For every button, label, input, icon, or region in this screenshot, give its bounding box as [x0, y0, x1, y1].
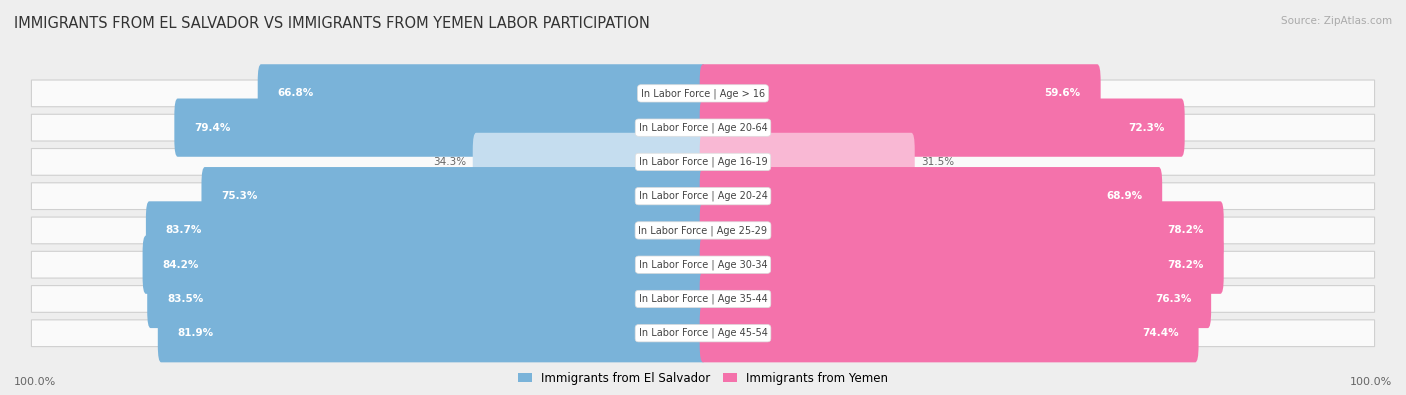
FancyBboxPatch shape: [31, 80, 1375, 107]
Text: 72.3%: 72.3%: [1129, 122, 1164, 133]
FancyBboxPatch shape: [700, 64, 1101, 122]
Text: 83.7%: 83.7%: [166, 226, 202, 235]
FancyBboxPatch shape: [201, 167, 706, 225]
Text: 31.5%: 31.5%: [921, 157, 955, 167]
FancyBboxPatch shape: [31, 149, 1375, 175]
Text: IMMIGRANTS FROM EL SALVADOR VS IMMIGRANTS FROM YEMEN LABOR PARTICIPATION: IMMIGRANTS FROM EL SALVADOR VS IMMIGRANT…: [14, 16, 650, 31]
FancyBboxPatch shape: [700, 201, 1223, 260]
Text: In Labor Force | Age > 16: In Labor Force | Age > 16: [641, 88, 765, 99]
Text: 100.0%: 100.0%: [14, 377, 56, 387]
FancyBboxPatch shape: [174, 98, 706, 157]
FancyBboxPatch shape: [142, 235, 706, 294]
Text: In Labor Force | Age 45-54: In Labor Force | Age 45-54: [638, 328, 768, 339]
FancyBboxPatch shape: [700, 167, 1163, 225]
FancyBboxPatch shape: [146, 201, 706, 260]
Text: 78.2%: 78.2%: [1167, 226, 1204, 235]
FancyBboxPatch shape: [31, 114, 1375, 141]
Text: 68.9%: 68.9%: [1107, 191, 1142, 201]
FancyBboxPatch shape: [31, 183, 1375, 209]
FancyBboxPatch shape: [700, 304, 1198, 362]
FancyBboxPatch shape: [472, 133, 706, 191]
FancyBboxPatch shape: [31, 320, 1375, 346]
Text: In Labor Force | Age 16-19: In Labor Force | Age 16-19: [638, 157, 768, 167]
FancyBboxPatch shape: [31, 217, 1375, 244]
Text: 59.6%: 59.6%: [1045, 88, 1081, 98]
Text: In Labor Force | Age 35-44: In Labor Force | Age 35-44: [638, 294, 768, 304]
Text: In Labor Force | Age 25-29: In Labor Force | Age 25-29: [638, 225, 768, 236]
Text: Source: ZipAtlas.com: Source: ZipAtlas.com: [1281, 16, 1392, 26]
FancyBboxPatch shape: [257, 64, 706, 122]
Text: 76.3%: 76.3%: [1154, 294, 1191, 304]
FancyBboxPatch shape: [157, 304, 706, 362]
Text: 78.2%: 78.2%: [1167, 260, 1204, 270]
FancyBboxPatch shape: [31, 251, 1375, 278]
Text: 84.2%: 84.2%: [163, 260, 198, 270]
FancyBboxPatch shape: [148, 270, 706, 328]
FancyBboxPatch shape: [700, 235, 1223, 294]
Text: 81.9%: 81.9%: [177, 328, 214, 338]
Text: In Labor Force | Age 30-34: In Labor Force | Age 30-34: [638, 260, 768, 270]
Text: 66.8%: 66.8%: [277, 88, 314, 98]
Text: 83.5%: 83.5%: [167, 294, 204, 304]
Text: In Labor Force | Age 20-64: In Labor Force | Age 20-64: [638, 122, 768, 133]
Legend: Immigrants from El Salvador, Immigrants from Yemen: Immigrants from El Salvador, Immigrants …: [513, 367, 893, 389]
FancyBboxPatch shape: [31, 286, 1375, 312]
FancyBboxPatch shape: [700, 270, 1211, 328]
Text: 34.3%: 34.3%: [433, 157, 467, 167]
Text: 75.3%: 75.3%: [221, 191, 257, 201]
FancyBboxPatch shape: [700, 98, 1185, 157]
Text: 74.4%: 74.4%: [1142, 328, 1178, 338]
FancyBboxPatch shape: [700, 133, 915, 191]
Text: 100.0%: 100.0%: [1350, 377, 1392, 387]
Text: In Labor Force | Age 20-24: In Labor Force | Age 20-24: [638, 191, 768, 201]
Text: 79.4%: 79.4%: [194, 122, 231, 133]
